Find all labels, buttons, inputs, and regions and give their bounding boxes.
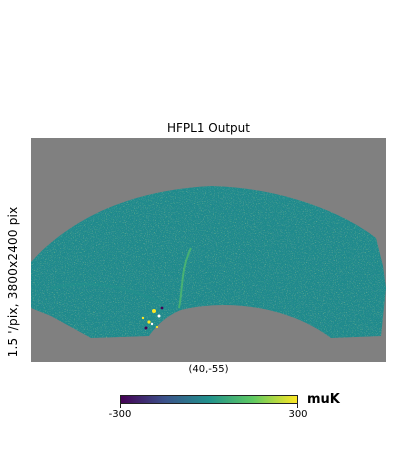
sky-map: [31, 138, 386, 362]
colorbar-tick-max: [297, 404, 298, 408]
plot-title: HFPL1 Output: [167, 121, 250, 135]
map-panel: [31, 138, 386, 362]
colorbar-unit-label: muK: [307, 392, 340, 407]
colorbar-tick-min: [120, 404, 121, 408]
side-label: 1.5 '/pix, 3800x2400 pix: [6, 206, 20, 358]
bright-sources: [141, 306, 164, 330]
colorbar-max-label: 300: [288, 409, 308, 420]
colorbar: [120, 395, 298, 404]
center-coordinate-label: (40,-55): [188, 364, 229, 375]
colorbar-min-label: -300: [108, 409, 132, 420]
